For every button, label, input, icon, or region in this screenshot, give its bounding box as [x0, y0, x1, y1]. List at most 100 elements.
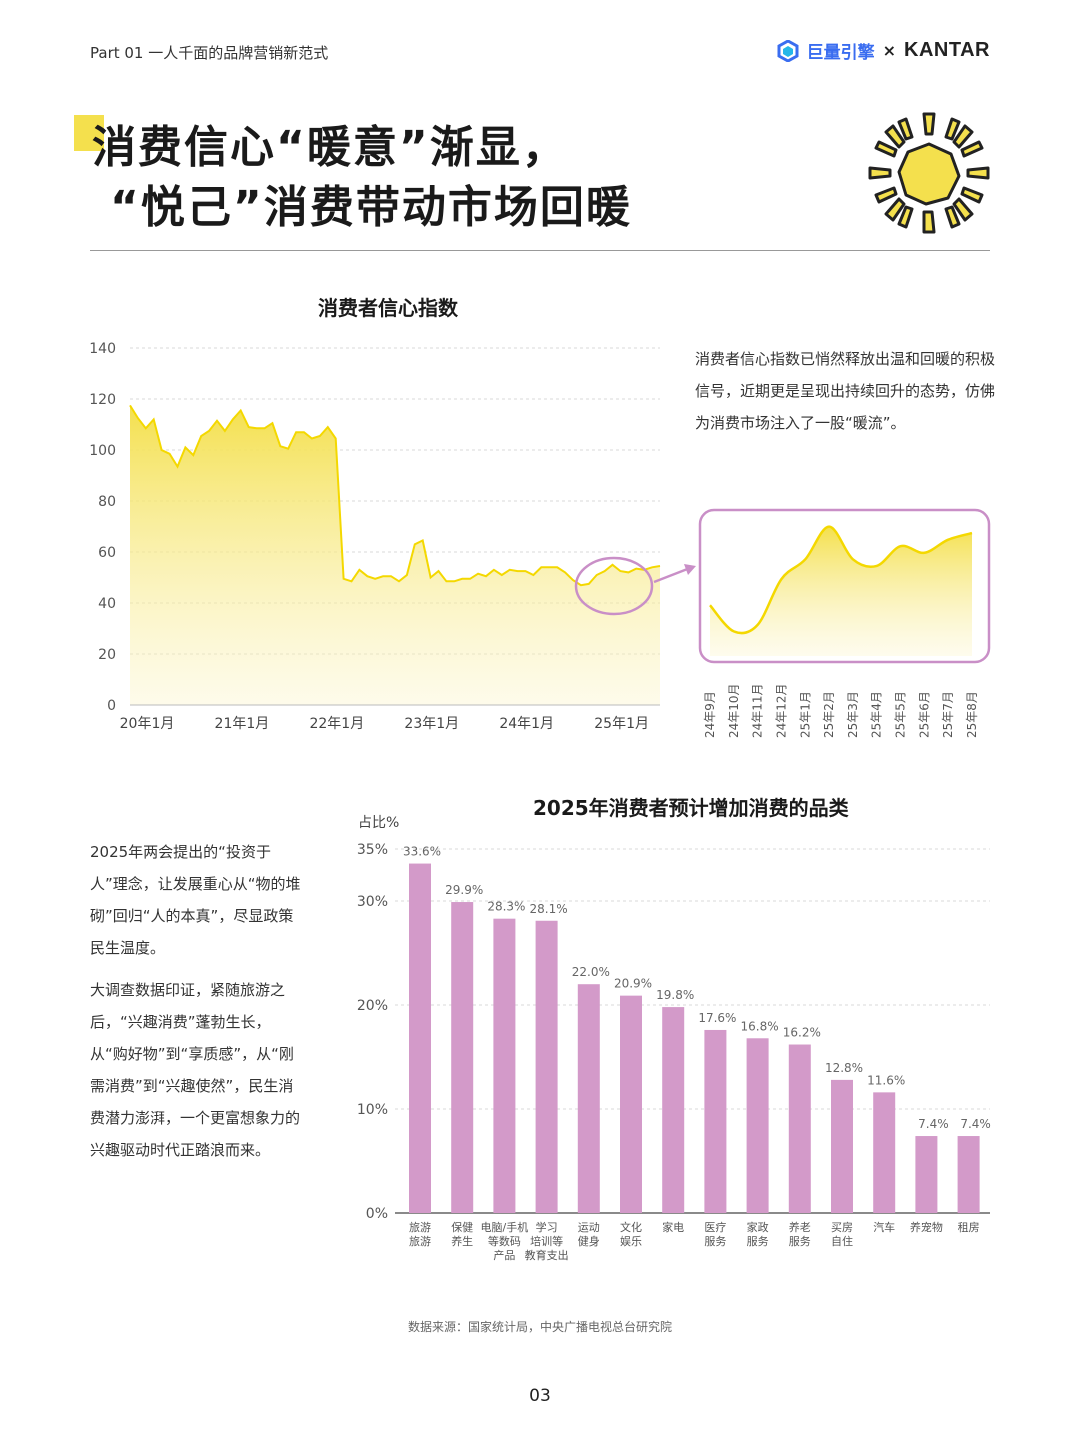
- kantar-logo-text: KANTAR: [904, 39, 990, 61]
- bar: [493, 918, 516, 1213]
- category-label: 学习培训等教育支出: [525, 1220, 569, 1262]
- bar: [620, 995, 642, 1213]
- y-tick-label: 20%: [357, 998, 388, 1014]
- brand-logos: 巨量引擎 × KANTAR: [777, 38, 990, 63]
- title-line-1: 消费信心“暖意”渐显，: [92, 122, 568, 173]
- category-label: 医疗服务: [704, 1220, 726, 1248]
- bar-value-label: 7.4%: [918, 1117, 949, 1131]
- x-tick-label: 21年1月: [215, 716, 270, 732]
- x-tick-label: 20年1月: [120, 716, 175, 732]
- category-label: 电脑/手机等数码产品: [481, 1220, 529, 1262]
- zoom-x-tick-label: 24年11月: [751, 683, 765, 738]
- category-label: 家政服务: [747, 1220, 769, 1248]
- bar: [451, 902, 474, 1213]
- category-label: 旅游旅游: [409, 1220, 431, 1248]
- y-tick-label: 0%: [366, 1206, 388, 1222]
- category-chart-title: 2025年消费者预计增加消费的品类: [527, 792, 855, 821]
- zoom-x-tick-label: 25年4月: [870, 691, 884, 738]
- x-tick-label: 23年1月: [404, 716, 459, 732]
- zoom-x-tick-label: 25年7月: [941, 691, 955, 738]
- confidence-line: [129, 404, 661, 587]
- zoom-x-tick-label: 25年3月: [846, 691, 860, 738]
- y-tick-label: 10%: [357, 1102, 388, 1118]
- juliang-logo-text: 巨量引擎: [806, 43, 875, 63]
- bar-value-label: 28.3%: [487, 900, 525, 914]
- zoom-x-tick-label: 25年8月: [965, 691, 979, 738]
- bar-value-label: 12.8%: [825, 1061, 863, 1075]
- category-label: 家电: [662, 1220, 684, 1234]
- x-tick-label: 22年1月: [309, 716, 364, 732]
- bar-value-label: 16.2%: [783, 1026, 821, 1040]
- category-label: 文化娱乐: [620, 1220, 642, 1248]
- bar-value-label: 22.0%: [572, 965, 610, 979]
- juliang-logo-icon: [777, 38, 799, 63]
- bar: [831, 1079, 853, 1213]
- category-label: 养宠物: [910, 1220, 943, 1234]
- y-tick-label: 140: [89, 341, 116, 357]
- category-bar-chart: 占比% 0% 10% 20% 30% 35% 33.6% 29.9% 28.3% 28.1% 2…: [357, 815, 991, 1262]
- x-tick-label: 24年1月: [499, 716, 554, 732]
- interest-consumption-paragraph: 大调查数据印证，紧随旅游之后，“兴趣消费”蓬勃生长，从“购好物”到“享质感”，从…: [90, 981, 301, 1159]
- category-label: 运动健身: [578, 1221, 600, 1248]
- bar-value-label: 20.9%: [614, 977, 652, 991]
- x-tick-label: 25年1月: [594, 716, 649, 732]
- zoom-x-tick-label: 25年6月: [917, 691, 931, 738]
- confidence-area: [130, 405, 660, 705]
- sun-icon: [868, 112, 990, 234]
- confidence-chart-title: 消费者信心指数: [312, 292, 464, 321]
- category-label: 租房: [958, 1221, 980, 1234]
- bar-value-label: 11.6%: [867, 1073, 905, 1087]
- bar: [535, 920, 558, 1213]
- bar: [957, 1136, 980, 1213]
- y-tick-label: 120: [89, 392, 116, 408]
- bar-value-label: 19.8%: [656, 988, 694, 1002]
- zoom-arrow: [653, 564, 696, 584]
- bar-value-label: 16.8%: [741, 1019, 779, 1033]
- title-accent-block: [74, 115, 104, 151]
- bar: [788, 1044, 811, 1213]
- page-number: 03: [529, 1386, 551, 1406]
- y-tick-label: 20: [98, 647, 116, 663]
- bar-value-label: 28.1%: [530, 902, 568, 916]
- policy-paragraph: 2025年两会提出的“投资于人”理念，让发展重心从“物的堆砌”回归“人的本真”，…: [90, 843, 301, 957]
- zoom-x-tick-label: 25年5月: [894, 691, 908, 738]
- category-label: 养老服务: [789, 1220, 811, 1248]
- bar-value-label: 29.9%: [445, 883, 483, 897]
- bar: [577, 984, 600, 1213]
- y-tick-label: 60: [98, 545, 116, 561]
- bar: [873, 1092, 896, 1213]
- page-title: 消费信心“暖意”渐显， “悦己”消费带动市场回暖: [92, 118, 632, 238]
- category-label: 保健养生: [451, 1220, 473, 1248]
- y-tick-label: 35%: [357, 842, 388, 858]
- y-tick-label: 30%: [357, 894, 388, 910]
- bar: [915, 1136, 938, 1213]
- part-label: Part 01 一人千面的品牌营销新范式: [90, 44, 329, 62]
- zoom-x-tick-label: 24年12月: [774, 683, 788, 738]
- y-tick-label: 0: [107, 698, 116, 714]
- highlight-circle: [574, 556, 654, 616]
- zoom-area: [710, 526, 972, 656]
- bar: [704, 1029, 727, 1213]
- category-label: 汽车: [873, 1220, 895, 1234]
- bar: [662, 1007, 685, 1213]
- bar: [409, 863, 431, 1213]
- logo-separator: ×: [882, 41, 897, 60]
- bar-value-label: 17.6%: [698, 1011, 736, 1025]
- y-tick-label: 100: [89, 443, 116, 459]
- bar-value-label: 7.4%: [960, 1117, 991, 1131]
- title-line-2: “悦己”消费带动市场回暖: [110, 182, 632, 233]
- zoom-x-tick-label: 24年10月: [727, 683, 741, 738]
- category-label: 买房自住: [831, 1221, 853, 1248]
- zoom-x-tick-label: 25年1月: [798, 691, 812, 738]
- section-divider: [90, 250, 990, 251]
- zoom-x-tick-label: 25年2月: [822, 691, 836, 738]
- data-source: 数据来源：国家统计局，中央广播电视总台研究院: [407, 1320, 672, 1334]
- y-tick-label: 80: [98, 494, 116, 510]
- confidence-annotation: 消费者信心指数已悄然释放出温和回暖的积极信号，近期更是呈现出持续回升的态势，仿佛…: [695, 350, 996, 432]
- y-axis-label: 占比%: [358, 815, 399, 831]
- confidence-index-chart: 0 20 40 60 80 100 120 140 20年1月 21年1月 22年1月 23年1月 2…: [89, 341, 991, 738]
- zoom-x-tick-label: 24年9月: [703, 691, 717, 738]
- zoom-line: [709, 525, 973, 635]
- bar: [746, 1038, 769, 1213]
- bar-value-label: 33.6%: [403, 845, 441, 859]
